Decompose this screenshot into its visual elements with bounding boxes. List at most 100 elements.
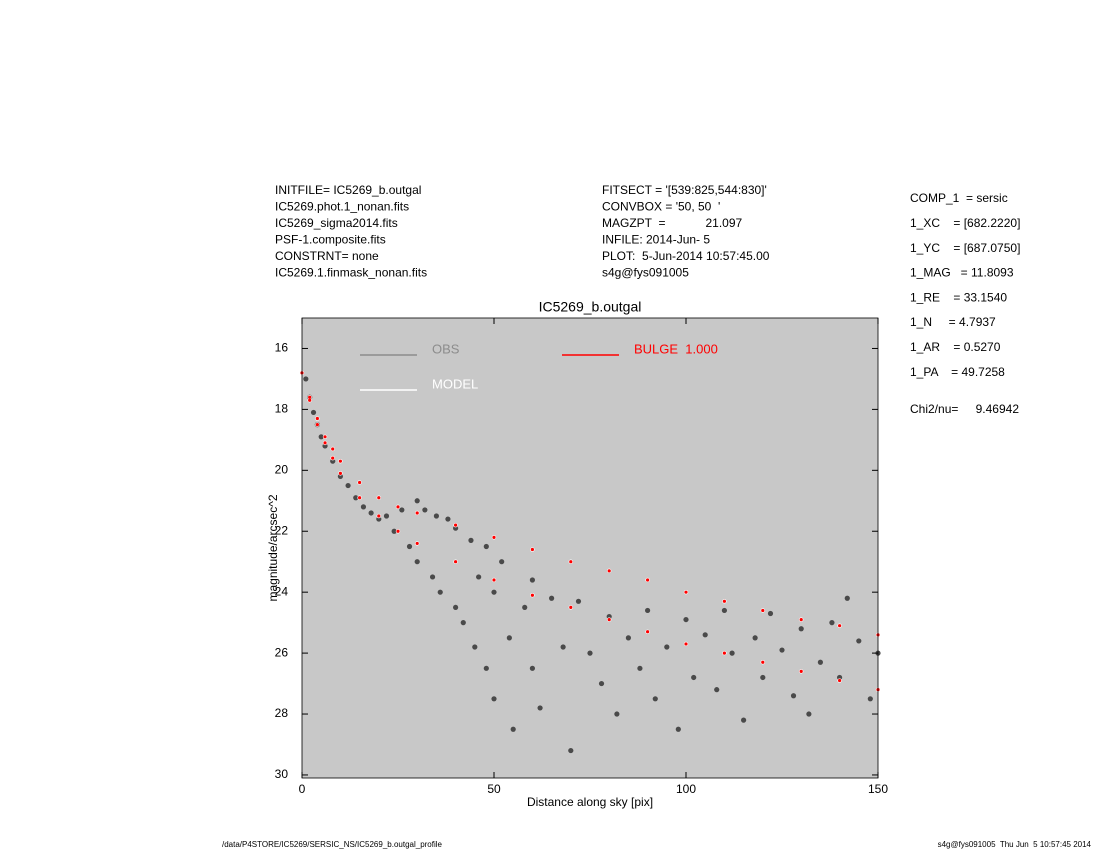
data-point bbox=[358, 480, 362, 485]
data-point bbox=[760, 674, 766, 681]
y-tick-label: 28 bbox=[275, 706, 289, 720]
data-point bbox=[646, 630, 650, 634]
data-point bbox=[530, 547, 535, 552]
data-point bbox=[383, 513, 390, 519]
x-axis-label: Distance along sky [pix] bbox=[527, 795, 653, 809]
data-point bbox=[396, 529, 400, 533]
header-left-line: PSF-1.composite.fits bbox=[275, 233, 386, 247]
y-tick-label: 18 bbox=[275, 402, 289, 416]
data-point bbox=[779, 647, 785, 653]
data-points bbox=[299, 370, 881, 754]
data-point bbox=[460, 620, 466, 626]
data-point bbox=[368, 510, 374, 516]
data-point bbox=[645, 607, 651, 614]
data-point bbox=[491, 589, 497, 595]
header-center-line: PLOT: 5-Jun-2014 10:57:45.00 bbox=[602, 249, 770, 263]
data-point bbox=[506, 635, 512, 641]
data-point bbox=[415, 541, 419, 546]
data-point bbox=[549, 595, 555, 601]
x-tick-label: 50 bbox=[487, 782, 501, 796]
plot-area bbox=[302, 318, 878, 778]
fit-parameter: 1_PA = 49.7258 bbox=[910, 365, 1005, 379]
x-tick-label: 150 bbox=[868, 782, 888, 796]
data-point bbox=[323, 435, 327, 439]
data-point bbox=[856, 638, 862, 644]
data-point bbox=[702, 632, 708, 638]
data-point bbox=[646, 578, 650, 582]
data-point bbox=[652, 696, 658, 702]
legend-label: MODEL bbox=[432, 376, 478, 391]
header-center-line: FITSECT = '[539:825,544:830]' bbox=[602, 183, 767, 197]
fit-parameter: 1_MAG = 11.8093 bbox=[910, 266, 1014, 280]
data-point bbox=[529, 577, 536, 583]
data-point bbox=[396, 505, 400, 509]
data-point bbox=[472, 644, 478, 650]
data-point bbox=[799, 617, 803, 622]
legend-label: OBS bbox=[432, 341, 460, 356]
data-point bbox=[415, 511, 419, 515]
header-left-line: IC5269_sigma2014.fits bbox=[275, 216, 398, 230]
data-point bbox=[414, 498, 420, 504]
data-point bbox=[483, 543, 489, 550]
data-point bbox=[315, 416, 319, 421]
data-point bbox=[422, 507, 428, 513]
data-point bbox=[377, 514, 381, 518]
data-point bbox=[722, 599, 727, 603]
data-point bbox=[598, 680, 605, 687]
fit-parameter: 1_AR = 0.5270 bbox=[910, 340, 1001, 354]
data-point bbox=[499, 559, 505, 565]
data-point bbox=[691, 674, 697, 681]
data-point bbox=[767, 610, 774, 617]
header-left-line: IC5269.phot.1_nonan.fits bbox=[275, 200, 409, 214]
data-point bbox=[741, 717, 747, 723]
data-point bbox=[844, 595, 850, 601]
data-point bbox=[360, 504, 367, 510]
data-point bbox=[587, 650, 593, 656]
data-point bbox=[308, 398, 312, 402]
chart-title: IC5269_b.outgal bbox=[539, 299, 642, 315]
data-point bbox=[607, 569, 611, 573]
data-point bbox=[537, 705, 543, 711]
data-point bbox=[714, 687, 720, 693]
data-point bbox=[492, 535, 496, 539]
header-center-line: CONVBOX = '50, 50 ' bbox=[602, 200, 720, 214]
chi2-label: Chi2/nu= bbox=[910, 402, 958, 416]
data-point bbox=[614, 711, 620, 717]
data-point bbox=[867, 696, 873, 702]
data-point bbox=[454, 523, 458, 527]
data-point bbox=[345, 482, 351, 489]
y-tick-label: 22 bbox=[275, 523, 289, 537]
data-point bbox=[323, 441, 327, 445]
y-axis-label: magnitude/arcsec^2 bbox=[266, 494, 280, 601]
legend-label: BULGE 1.000 bbox=[634, 341, 718, 356]
y-tick-label: 24 bbox=[275, 584, 289, 598]
data-point bbox=[414, 559, 420, 565]
data-point bbox=[664, 644, 670, 650]
data-point bbox=[560, 644, 566, 650]
data-point bbox=[817, 659, 824, 665]
chi2-value: 9.46942 bbox=[976, 402, 1020, 416]
data-point bbox=[721, 607, 728, 614]
header-left-line: CONSTRNT= none bbox=[275, 249, 379, 263]
data-point bbox=[476, 574, 482, 580]
data-point bbox=[575, 598, 582, 604]
data-point bbox=[399, 507, 405, 513]
data-point bbox=[338, 471, 342, 475]
y-tick-label: 30 bbox=[275, 767, 289, 781]
y-tick-label: 20 bbox=[275, 462, 289, 476]
header-center-line: s4g@fys091005 bbox=[602, 266, 689, 280]
header-left-line: IC5269.1.finmask_nonan.fits bbox=[275, 266, 427, 280]
header-left-line: INITFILE= IC5269_b.outgal bbox=[275, 183, 421, 197]
data-point bbox=[445, 516, 451, 522]
fit-parameter: 1_YC = [687.0750] bbox=[910, 241, 1020, 255]
data-point bbox=[829, 620, 835, 626]
data-point bbox=[315, 423, 319, 427]
data-point bbox=[799, 669, 803, 673]
data-point bbox=[377, 496, 381, 500]
data-point bbox=[625, 635, 632, 641]
fit-parameter: 1_XC = [682.2220] bbox=[910, 216, 1020, 230]
data-point bbox=[391, 528, 397, 534]
y-tick-label: 26 bbox=[275, 645, 289, 659]
